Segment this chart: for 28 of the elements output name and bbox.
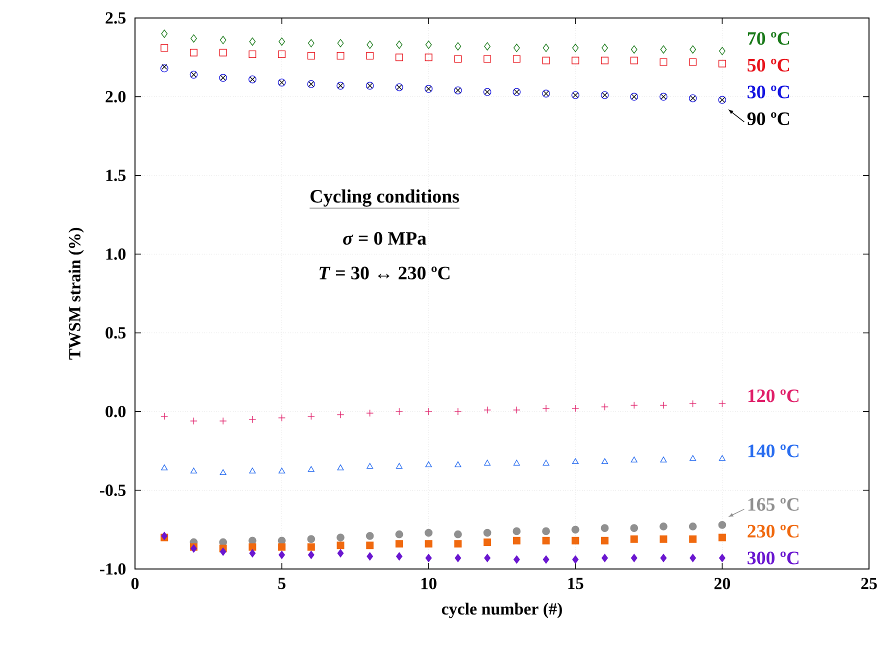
y-tick-label: -1.0 xyxy=(100,563,126,575)
y-tick-label: 0.0 xyxy=(106,406,126,418)
annotation: T = 30 ↔ 230 ºC xyxy=(320,266,450,280)
series-label: 30 ºC xyxy=(748,86,790,98)
annotation: Cycling conditions xyxy=(310,189,460,207)
series-label: 140 ºC xyxy=(748,444,798,458)
y-tick-label: 0.5 xyxy=(106,327,126,339)
series-label: 230 ºC xyxy=(748,524,798,538)
y-tick-label: 1.0 xyxy=(106,248,126,260)
x-axis-title: cycle number (#) xyxy=(442,602,562,618)
y-tick-label: 2.5 xyxy=(106,12,126,24)
x-tick-label: 25 xyxy=(861,578,877,590)
y-tick-label: -0.5 xyxy=(100,484,126,496)
y-tick-label: 2.0 xyxy=(106,90,126,102)
x-tick-label: 20 xyxy=(714,578,730,590)
annotation: σ = 0 MPa xyxy=(343,232,426,245)
x-tick-label: 5 xyxy=(278,578,286,590)
legend-label: 90 ºC xyxy=(747,112,790,126)
legend-label: 165 ºC xyxy=(748,498,798,511)
series-label: 300 ºC xyxy=(748,552,798,564)
y-tick-label: 1.5 xyxy=(106,170,126,182)
x-tick-label: 15 xyxy=(568,578,584,590)
series-label: 120 ºC xyxy=(748,389,798,402)
y-axis-title: TWSM strain (%) xyxy=(68,228,84,360)
series-label: 70 ºC xyxy=(748,32,790,45)
x-tick-label: 0 xyxy=(131,578,139,590)
series-label: 50 ºC xyxy=(748,58,790,72)
x-tick-label: 10 xyxy=(421,578,436,590)
